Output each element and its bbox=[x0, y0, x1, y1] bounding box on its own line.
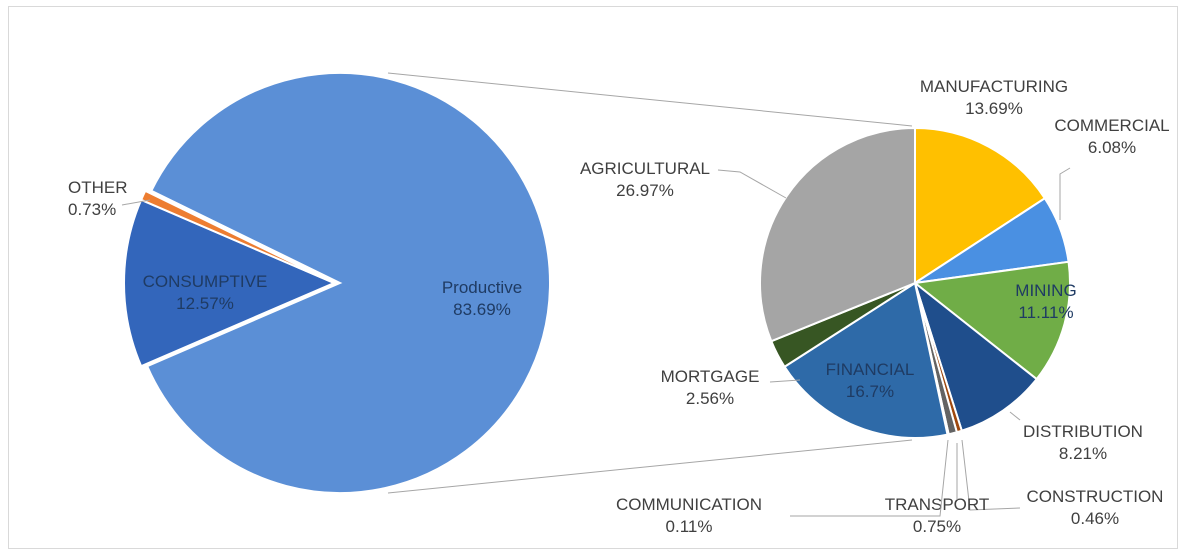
connector-lines bbox=[387, 72, 913, 494]
slice-distribution bbox=[913, 280, 1039, 433]
label-commercial: COMMERCIAL 6.08% bbox=[1054, 116, 1169, 157]
label-productive: Productive 83.69% bbox=[442, 278, 522, 319]
label-financial: FINANCIAL 16.7% bbox=[826, 360, 915, 401]
label-distribution: DISTRIBUTION 8.21% bbox=[1023, 422, 1143, 463]
label-mortgage: MORTGAGE 2.56% bbox=[661, 367, 760, 408]
label-agricultural: AGRICULTURAL 26.97% bbox=[580, 159, 710, 200]
label-other: OTHER 0.73% bbox=[68, 178, 128, 219]
slice-agricultural bbox=[759, 126, 916, 343]
connector-line-bottom bbox=[387, 439, 913, 494]
slice-manufacturing bbox=[914, 126, 1047, 285]
leader-mortgage bbox=[769, 379, 801, 383]
label-consumptive: CONSUMPTIVE 12.57% bbox=[143, 272, 268, 313]
label-manufacturing: MANUFACTURING 13.69% bbox=[920, 77, 1068, 118]
leader-commercial bbox=[1059, 167, 1071, 220]
leader-communication bbox=[790, 439, 949, 517]
breakdown-pie bbox=[759, 126, 1071, 439]
main-pie bbox=[123, 72, 551, 494]
label-transport: TRANSPORT 0.75% bbox=[885, 495, 990, 536]
slice-productive bbox=[145, 72, 551, 494]
label-communication: COMMUNICATION 0.11% bbox=[616, 495, 762, 536]
label-mining: MINING 11.11% bbox=[1015, 281, 1076, 322]
slice-other bbox=[139, 189, 335, 284]
leader-other bbox=[121, 199, 151, 206]
leader-construction bbox=[961, 439, 1021, 511]
slice-consumptive bbox=[123, 198, 337, 368]
leader-agricultural bbox=[717, 169, 787, 199]
connector-line-top bbox=[387, 72, 913, 127]
data-labels: Productive 83.69% CONSUMPTIVE 12.57% OTHER 0.… bbox=[68, 77, 1170, 536]
slice-mining bbox=[912, 260, 1071, 381]
label-construction: CONSTRUCTION 0.46% bbox=[1027, 487, 1164, 528]
slice-financial bbox=[783, 281, 949, 439]
leader-distribution bbox=[1009, 411, 1021, 421]
